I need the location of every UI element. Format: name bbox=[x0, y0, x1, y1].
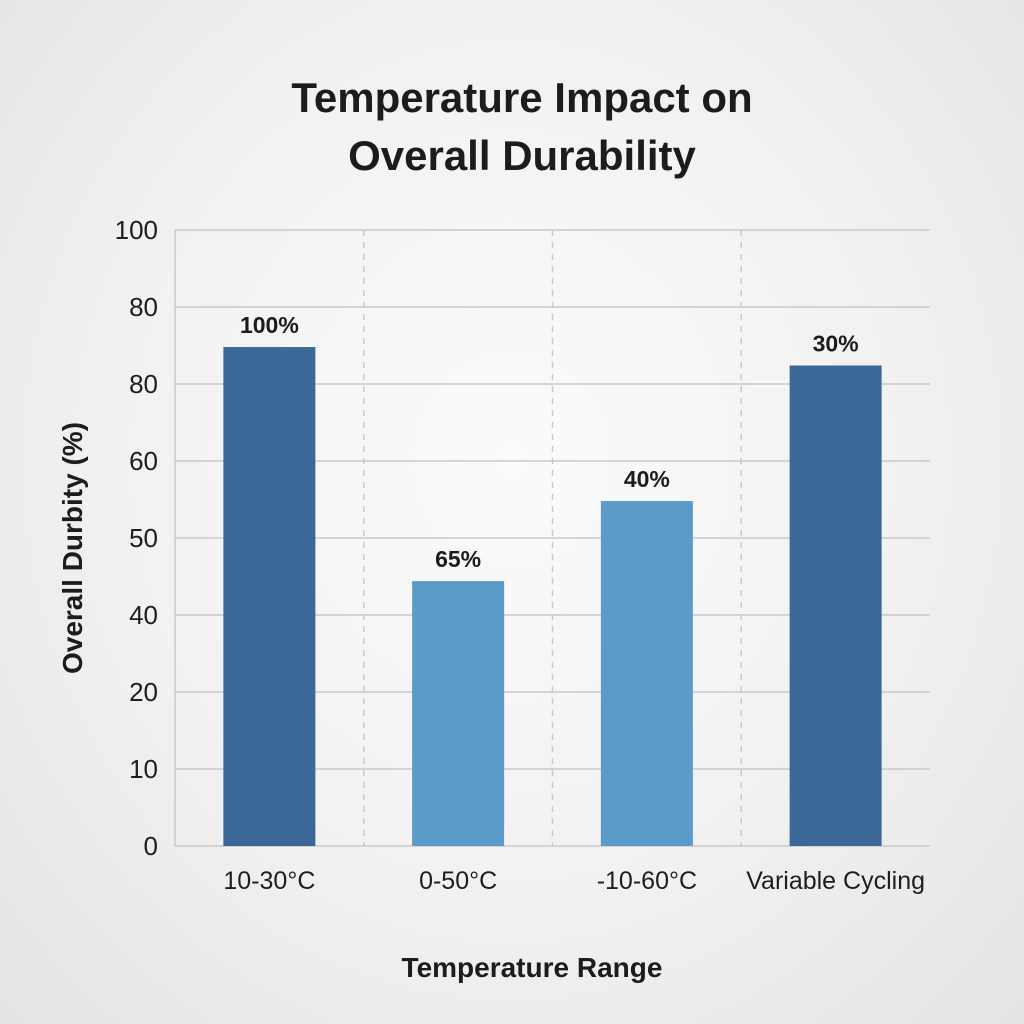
y-tick-label: 40 bbox=[129, 600, 158, 630]
x-tick-label: -10-60°C bbox=[597, 867, 697, 895]
bar bbox=[412, 581, 505, 846]
x-tick-label: Variable Cycling bbox=[746, 867, 925, 895]
x-tick-label: 10-30°C bbox=[223, 867, 315, 895]
label-layer: 0 10 20 40 50 60 80 80 100 100% 10-30°C 65% 0-50°C 40… bbox=[115, 215, 925, 895]
bar-value-label: 65% bbox=[435, 546, 481, 572]
y-tick-label: 100 bbox=[115, 215, 158, 245]
y-tick-label: 80 bbox=[129, 292, 158, 322]
chart-title-line-2: Overall Durability bbox=[348, 132, 696, 179]
y-tick-label: 60 bbox=[129, 446, 158, 476]
bar-layer bbox=[223, 347, 882, 846]
y-tick-label: 80 bbox=[129, 369, 158, 399]
x-tick-label: 0-50°C bbox=[419, 867, 497, 895]
y-tick-label: 10 bbox=[129, 754, 158, 784]
y-tick-label: 0 bbox=[144, 831, 158, 861]
bar-value-label: 100% bbox=[240, 312, 299, 338]
chart-title-line-1: Temperature Impact on bbox=[291, 74, 752, 121]
y-tick-label: 20 bbox=[129, 677, 158, 707]
y-axis-title: Overall Durbity (%) bbox=[57, 422, 88, 674]
bar bbox=[600, 501, 693, 846]
x-axis-title: Temperature Range bbox=[402, 952, 663, 983]
bar bbox=[789, 365, 882, 846]
bar-value-label: 30% bbox=[813, 331, 859, 357]
y-tick-label: 50 bbox=[129, 523, 158, 553]
bar-value-label: 40% bbox=[624, 466, 670, 492]
bar bbox=[223, 347, 316, 846]
